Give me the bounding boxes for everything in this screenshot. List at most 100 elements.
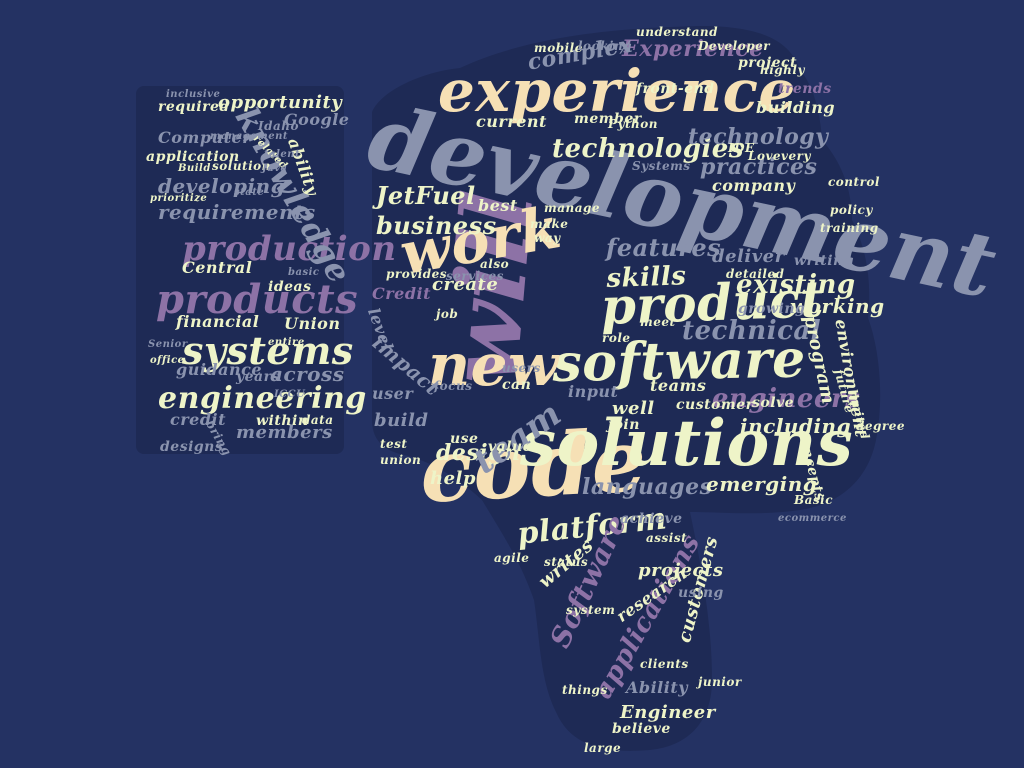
word-across: across [270,362,345,386]
word-financial: financial [176,312,260,331]
word-join: join [608,417,640,433]
word-jetfuel: JetFuel [376,181,476,210]
word-years: years [236,369,280,385]
word-including: including [740,414,852,438]
word-union: Union [284,314,341,333]
word-designs: designs [160,439,224,455]
word-best: best [478,196,518,215]
word-management: management [210,131,288,142]
word-google: Google [284,110,350,129]
word-opportunity: opportunity [218,92,343,113]
word-java: Java [262,163,288,174]
word-use: use [450,431,479,447]
word-services: services [446,269,504,283]
word-credit: Credit [372,284,431,303]
word-customer: customer [676,397,754,413]
word-idaho: Idaho [258,119,300,133]
word-state: state [234,187,265,198]
word-requirements: requirements [158,200,316,224]
word-training: training [820,221,879,235]
word-current: current [476,112,547,131]
word-inclusive: inclusive [166,89,221,100]
word-user: user [372,384,414,403]
word-meet: meet [640,315,676,329]
word-experience: Experience [622,36,764,62]
word-engineers: engineers [712,384,861,414]
word-growing: growing [738,301,806,317]
word-members: members [236,422,333,443]
word-python: Python [608,117,658,131]
word-building: building [756,98,836,117]
word-using: using [678,585,724,601]
word-union: union [380,453,422,467]
word-basic: basic [288,267,320,278]
word-computer: Computer [158,128,252,147]
word-ide: IDE [728,141,755,155]
word-users: users [502,361,541,375]
word-trends: trends [778,81,832,97]
word-lovevery: Lovevery [748,149,811,163]
word-practices: practices [700,154,818,180]
word-talent: talent [264,149,301,160]
word-manage: manage [544,201,600,215]
word-value: value [488,439,533,455]
word-basic: Basic [794,493,834,507]
word-engineer: Engineer [620,702,716,723]
word-required: required [158,99,230,115]
word-senior: Senior [148,339,188,350]
word-input: input [568,382,619,401]
word-test: test [380,437,408,451]
word-company: company [712,176,796,195]
word-can: can [502,377,532,393]
word-systems: systems [182,328,354,373]
word-within: within [256,413,309,429]
word-credit: credit [170,410,227,429]
word-solve: solve [752,395,795,411]
word-highly: highly [760,63,805,77]
word-project: project [738,55,797,71]
word-application: application [146,149,240,165]
word-also: also [480,257,510,271]
word-engineering: engineering [158,381,367,416]
word-create: create [432,274,499,295]
word-systems: Systems [632,159,691,173]
word-teams: teams [650,376,707,395]
word-data: data [302,413,334,427]
word-guidance: guidance [176,360,263,379]
word-languages: languages [582,474,713,500]
word-features: features [606,233,722,262]
word-working: working [790,294,885,318]
word-assist: assist [646,531,688,545]
word-production: production [182,229,397,269]
word-build: build [374,410,429,431]
word-system: system [566,603,616,617]
word-solutions: solutions [520,406,854,481]
word-things: things [562,683,608,697]
word-ecommerce: ecommerce [778,513,847,524]
word-mobile: mobile [534,41,583,55]
word-agile: agile [494,551,530,565]
word-job: job [436,307,459,321]
word-looking: looking [578,39,633,53]
word-existing: existing [736,270,856,300]
word-way: way [534,231,561,245]
word-well: well [612,398,655,419]
word-policy: policy [830,203,873,217]
word-developer: Developer [698,39,771,53]
word-experience: experience [438,57,796,125]
word-products: products [156,276,359,323]
word-central: Central [182,258,253,277]
word-role: role [602,331,631,345]
word-understand: understand [636,25,718,39]
word-degree: degree [856,419,906,433]
word-make: make [530,217,569,231]
word-member: member [574,111,642,127]
word-ability: Ability [626,678,689,697]
word-entire: entire [268,337,305,348]
word-clients: clients [640,657,689,671]
word-control: control [828,175,880,189]
word-technologies: technologies [552,134,744,164]
word-large: large [584,741,622,755]
word-projects: projects [638,560,724,581]
